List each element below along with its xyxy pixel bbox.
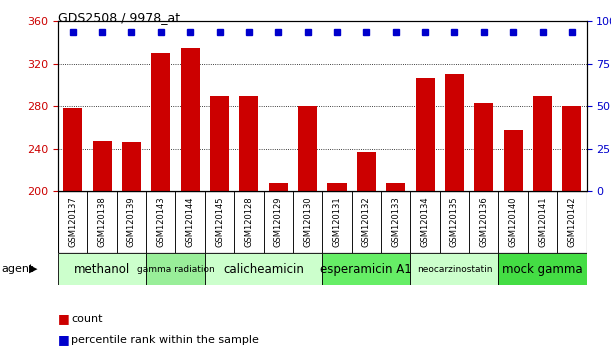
Text: esperamicin A1: esperamicin A1 [321, 263, 412, 275]
Text: mock gamma: mock gamma [502, 263, 583, 275]
Text: GSM120140: GSM120140 [508, 196, 518, 247]
Text: neocarzinostatin: neocarzinostatin [417, 264, 492, 274]
Text: GSM120129: GSM120129 [274, 196, 283, 247]
Text: GSM120136: GSM120136 [479, 196, 488, 247]
Bar [63, 108, 82, 191]
Bar [122, 142, 141, 191]
Bar [357, 152, 376, 191]
Text: GSM120142: GSM120142 [568, 196, 576, 247]
Text: GSM120139: GSM120139 [127, 196, 136, 247]
Text: GSM120143: GSM120143 [156, 196, 166, 247]
Bar [92, 141, 112, 191]
Bar [58, 253, 146, 285]
Bar [499, 253, 587, 285]
Bar [327, 183, 346, 191]
Bar [323, 253, 411, 285]
Text: GSM120138: GSM120138 [98, 196, 106, 247]
Bar [474, 103, 493, 191]
Text: GSM120133: GSM120133 [391, 196, 400, 247]
Text: count: count [71, 314, 103, 324]
Text: GSM120137: GSM120137 [68, 196, 77, 247]
Text: agent: agent [1, 264, 34, 274]
Text: GSM120134: GSM120134 [420, 196, 430, 247]
Bar [298, 106, 317, 191]
Text: GSM120145: GSM120145 [215, 196, 224, 247]
Bar [562, 106, 582, 191]
Text: methanol: methanol [74, 263, 130, 275]
Text: percentile rank within the sample: percentile rank within the sample [71, 335, 259, 345]
Text: GSM120130: GSM120130 [303, 196, 312, 247]
Bar [386, 183, 405, 191]
Text: GSM120141: GSM120141 [538, 196, 547, 247]
Text: ■: ■ [58, 312, 70, 325]
Bar [152, 53, 170, 191]
Text: GSM120135: GSM120135 [450, 196, 459, 247]
Text: gamma radiation: gamma radiation [137, 264, 214, 274]
Text: GSM120131: GSM120131 [332, 196, 342, 247]
Text: calicheamicin: calicheamicin [223, 263, 304, 275]
Bar [205, 253, 323, 285]
Bar [533, 96, 552, 191]
Text: GSM120132: GSM120132 [362, 196, 371, 247]
Text: ■: ■ [58, 333, 70, 346]
Bar [269, 183, 288, 191]
Bar [240, 96, 258, 191]
Bar [411, 253, 499, 285]
Bar [210, 96, 229, 191]
Text: GSM120128: GSM120128 [244, 196, 254, 247]
Bar [445, 74, 464, 191]
Bar [503, 130, 522, 191]
Bar [415, 78, 434, 191]
Text: GDS2508 / 9978_at: GDS2508 / 9978_at [58, 11, 180, 24]
Text: ▶: ▶ [29, 264, 38, 274]
Bar [146, 253, 205, 285]
Text: GSM120144: GSM120144 [186, 196, 195, 247]
Bar [181, 48, 200, 191]
